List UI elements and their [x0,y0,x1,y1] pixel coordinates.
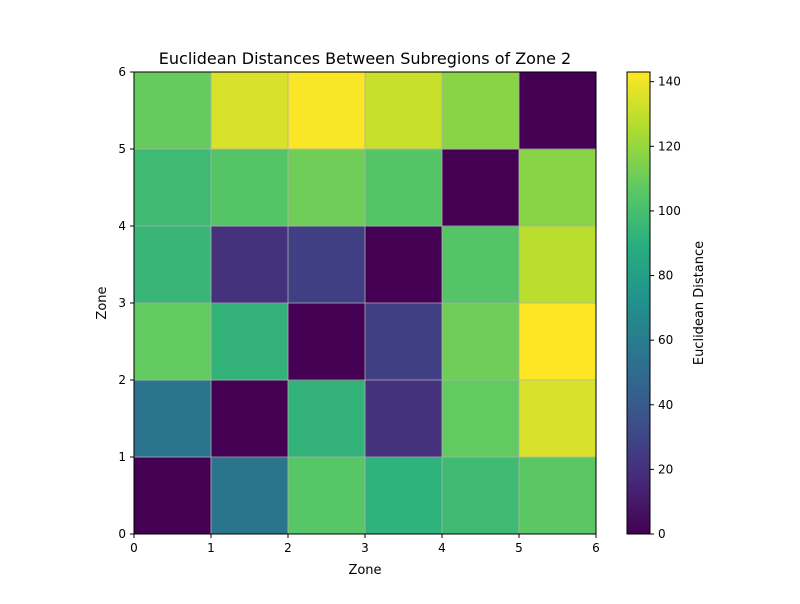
heatmap-cell [519,380,597,458]
heatmap-cell [134,303,212,381]
x-tick-label: 3 [361,541,369,555]
heatmap-cell [134,149,212,227]
colorbar-tick-label: 20 [658,462,673,476]
colorbar-tick-label: 120 [658,139,681,153]
colorbar-tick-label: 100 [658,204,681,218]
colorbar-tick-label: 0 [658,527,666,541]
y-tick-label: 4 [118,219,126,233]
heatmap-cell [288,72,366,150]
heatmap-cell [134,72,212,150]
x-tick-label: 5 [515,541,523,555]
heatmap-cell [211,72,289,150]
heatmap-cell [365,149,443,227]
colorbar-tick-label: 40 [658,398,673,412]
heatmap-cell [519,226,597,304]
y-tick-label: 5 [118,142,126,156]
heatmap-cell [211,303,289,381]
x-tick-label: 1 [207,541,215,555]
heatmap-cell [288,457,366,535]
heatmap-cell [211,226,289,304]
heatmap-cells [134,72,597,535]
x-tick-label: 6 [592,541,600,555]
heatmap-cell [288,303,366,381]
heatmap-cell [288,380,366,458]
y-tick-label: 2 [118,373,126,387]
heatmap-cell [442,457,520,535]
heatmap-cell [442,380,520,458]
colorbar-tick-label: 60 [658,333,673,347]
x-tick-label: 2 [284,541,292,555]
heatmap-cell [442,72,520,150]
heatmap-cell [519,72,597,150]
heatmap-cell [134,380,212,458]
heatmap-cell [365,380,443,458]
heatmap-cell [134,457,212,535]
x-axis-ticks: 0 1 2 3 4 5 6 [130,534,600,555]
x-tick-label: 4 [438,541,446,555]
heatmap-cell [211,457,289,535]
heatmap-cell [288,149,366,227]
y-axis-ticks: 0 1 2 3 4 5 6 [118,65,134,541]
chart-title: Euclidean Distances Between Subregions o… [159,49,571,68]
colorbar-tick-label: 140 [658,75,681,89]
heatmap-cell [365,303,443,381]
y-tick-label: 3 [118,296,126,310]
heatmap-cell [442,303,520,381]
heatmap-cell [365,457,443,535]
heatmap-cell [365,226,443,304]
x-axis-label: Zone [348,563,381,578]
heatmap-cell [519,457,597,535]
colorbar [626,71,651,535]
heatmap-cell [365,72,443,150]
colorbar-tick-label: 80 [658,269,673,283]
y-tick-label: 1 [118,450,126,464]
heatmap-cell [134,226,212,304]
heatmap-cell [211,149,289,227]
y-axis-label: Zone [95,286,110,319]
colorbar-ticks: 0 20 40 60 80 100 120 140 [650,75,681,541]
y-tick-label: 0 [118,527,126,541]
heatmap-cell [519,303,597,381]
heatmap-cell [288,226,366,304]
x-tick-label: 0 [130,541,138,555]
y-tick-label: 6 [118,65,126,79]
heatmap-cell [211,380,289,458]
grid-lines [134,72,596,534]
heatmap-cell [519,149,597,227]
heatmap-cell [442,149,520,227]
colorbar-label: Euclidean Distance [692,241,707,365]
heatmap-cell [442,226,520,304]
